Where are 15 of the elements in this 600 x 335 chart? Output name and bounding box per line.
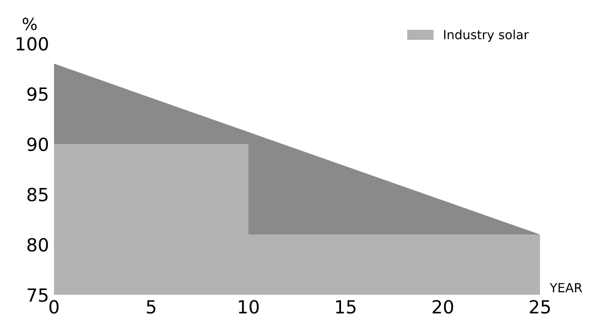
x-tick-label: 25	[530, 300, 550, 314]
x-axis-title: YEAR	[550, 283, 582, 292]
y-tick-label: 100	[16, 37, 48, 51]
x-tick-label: 15	[336, 300, 356, 314]
x-tick-label: 20	[432, 300, 454, 314]
y-tick-label: 95	[27, 87, 48, 101]
x-tick-label: 10	[238, 300, 259, 314]
y-tick-label: 75	[28, 288, 48, 302]
x-tick-label: 5	[146, 300, 156, 314]
y-axis-title: %	[22, 18, 37, 30]
legend-label: Industry solar	[444, 30, 529, 42]
y-tick-label: 80	[27, 238, 48, 252]
x-tick-label: 0	[49, 300, 59, 314]
y-tick-label: 90	[27, 138, 48, 152]
y-tick-label: 85	[27, 188, 48, 202]
